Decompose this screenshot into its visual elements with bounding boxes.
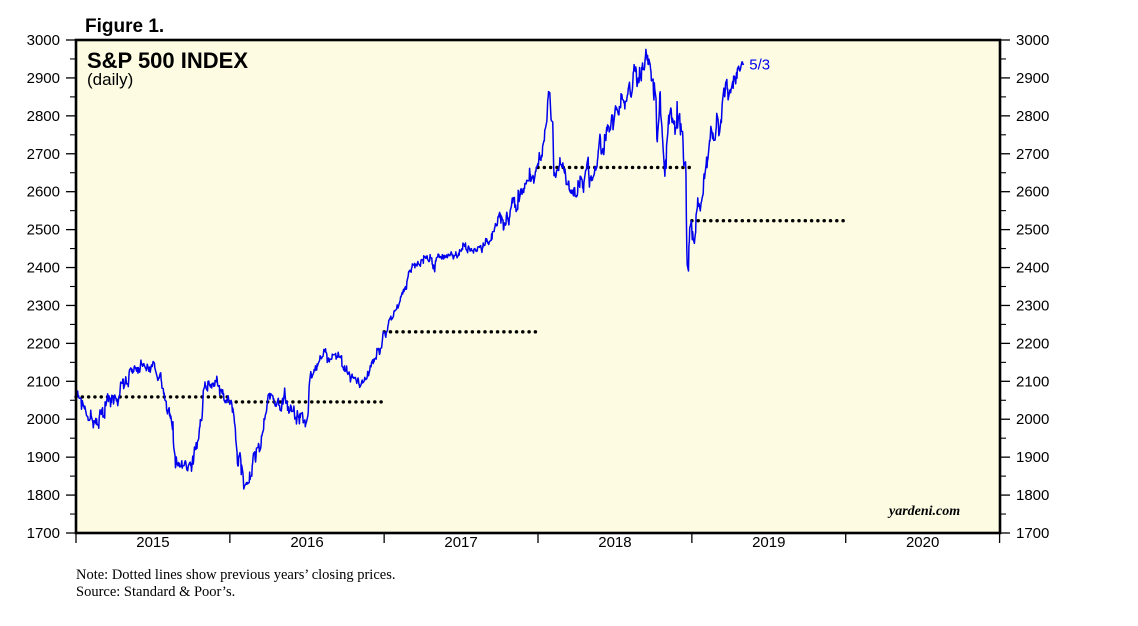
svg-text:2200: 2200 xyxy=(1016,335,1049,352)
svg-text:2600: 2600 xyxy=(1016,184,1049,201)
svg-text:2400: 2400 xyxy=(27,260,60,277)
svg-text:1800: 1800 xyxy=(27,487,60,504)
svg-text:2016: 2016 xyxy=(290,534,323,551)
svg-text:2800: 2800 xyxy=(1016,108,1049,125)
svg-text:2900: 2900 xyxy=(27,70,60,87)
svg-text:2700: 2700 xyxy=(1016,146,1049,163)
svg-text:2015: 2015 xyxy=(136,534,169,551)
svg-text:1900: 1900 xyxy=(27,449,60,466)
svg-text:5/3: 5/3 xyxy=(749,56,770,73)
svg-text:2700: 2700 xyxy=(27,146,60,163)
svg-text:1900: 1900 xyxy=(1016,449,1049,466)
svg-text:2018: 2018 xyxy=(598,534,631,551)
svg-text:2100: 2100 xyxy=(1016,373,1049,390)
svg-text:1700: 1700 xyxy=(27,525,60,542)
svg-text:3000: 3000 xyxy=(1016,32,1049,49)
svg-text:2300: 2300 xyxy=(27,297,60,314)
svg-text:1800: 1800 xyxy=(1016,487,1049,504)
svg-text:1700: 1700 xyxy=(1016,525,1049,542)
svg-text:2500: 2500 xyxy=(1016,222,1049,239)
svg-text:2019: 2019 xyxy=(752,534,785,551)
svg-text:2000: 2000 xyxy=(1016,411,1049,428)
svg-text:2017: 2017 xyxy=(444,534,477,551)
svg-text:2000: 2000 xyxy=(27,411,60,428)
svg-text:2800: 2800 xyxy=(27,108,60,125)
svg-text:2900: 2900 xyxy=(1016,70,1049,87)
svg-text:3000: 3000 xyxy=(27,32,60,49)
svg-text:2500: 2500 xyxy=(27,222,60,239)
svg-text:2020: 2020 xyxy=(906,534,939,551)
svg-text:2100: 2100 xyxy=(27,373,60,390)
svg-text:2200: 2200 xyxy=(27,335,60,352)
svg-text:2600: 2600 xyxy=(27,184,60,201)
svg-text:2300: 2300 xyxy=(1016,297,1049,314)
svg-text:2400: 2400 xyxy=(1016,260,1049,277)
